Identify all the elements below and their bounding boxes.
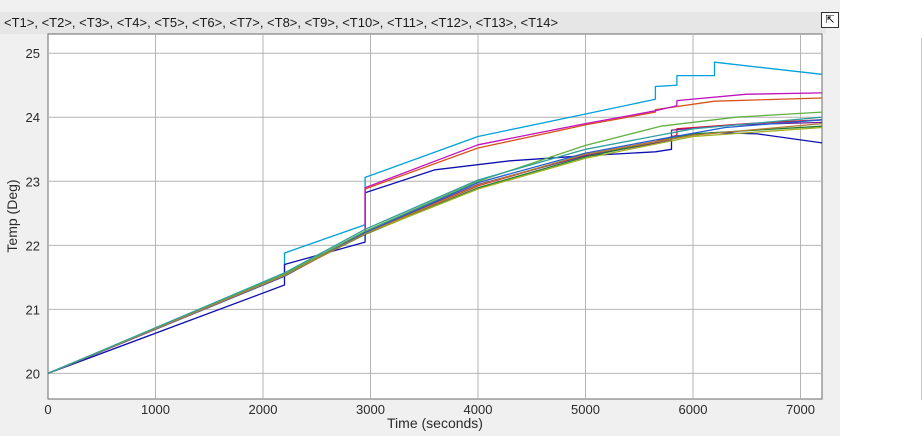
- x-axis-label: Time (seconds): [387, 415, 483, 431]
- signal-names-strip: <T1>, <T2>, <T3>, <T4>, <T5>, <T6>, <T7>…: [0, 12, 826, 34]
- y-tick-label: 20: [26, 366, 40, 381]
- series-layer: [47, 61, 823, 375]
- x-tick-label: 0: [44, 402, 51, 417]
- y-tick-label: 25: [26, 46, 40, 61]
- y-tick-label: 24: [26, 110, 40, 125]
- x-tick-label: 6000: [679, 402, 708, 417]
- x-tick-label: 1000: [141, 402, 170, 417]
- x-tick-label: 2000: [249, 402, 278, 417]
- scope-window: <T1>, <T2>, <T3>, <T4>, <T5>, <T6>, <T7>…: [0, 0, 840, 436]
- series-line-1: [47, 61, 823, 374]
- series-line-9: [47, 111, 823, 374]
- plot-area: [47, 33, 823, 400]
- x-tick-label: 3000: [356, 402, 385, 417]
- y-tick-labels: 20 21 22 23 24 25: [26, 46, 40, 381]
- x-grid: [155, 34, 801, 399]
- series-line-12: [47, 116, 823, 374]
- y-axis-label: Temp (Deg): [4, 179, 20, 252]
- y-grid: [48, 52, 822, 374]
- y-tick-label: 22: [26, 238, 40, 253]
- x-tick-label: 4000: [464, 402, 493, 417]
- x-tick-labels: 0 1000 2000 3000 4000 5000 6000 7000: [44, 402, 815, 417]
- x-tick-label: 5000: [571, 402, 600, 417]
- line-chart: 0 1000 2000 3000 4000 5000 6000 7000 20 21 22 23 24…: [4, 33, 823, 431]
- undock-button[interactable]: ⇱: [821, 12, 839, 28]
- x-tick-label: 7000: [786, 402, 815, 417]
- y-tick-label: 21: [26, 302, 40, 317]
- side-panel-edge: [921, 38, 924, 400]
- undock-icon: ⇱: [825, 14, 835, 26]
- y-tick-label: 23: [26, 174, 40, 189]
- series-line-11: [47, 122, 823, 375]
